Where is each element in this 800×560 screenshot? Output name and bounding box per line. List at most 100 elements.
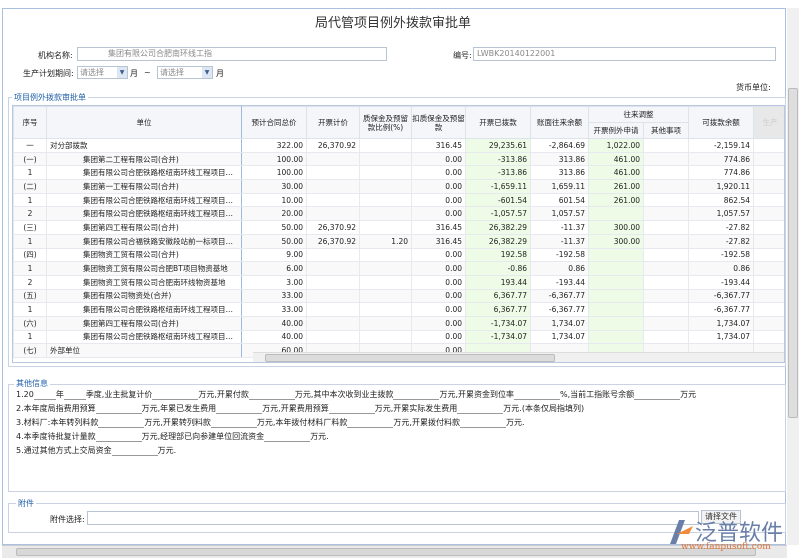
- table-row[interactable]: 2 集团物资工贸有限公司合肥南环线物资基地 3.00 0.00 193.44 -193.4…: [13, 274, 784, 290]
- table-row[interactable]: (三) 集团第四工程有限公司(合并) 50.00 26,370.92 316.45 26,…: [13, 220, 784, 235]
- cell-other: [643, 179, 689, 194]
- cell-prod: [753, 233, 784, 249]
- table-row[interactable]: (二) 集团第一工程有限公司(合并) 30.00 0.00 -1,659.11 1,659…: [13, 179, 784, 194]
- cell-ratio: [359, 192, 412, 208]
- table-row[interactable]: 1 集团有限公司合肥铁路枢纽南环线工程项目… 100.00 0.00 -313.86 31…: [13, 165, 784, 181]
- period-from-value: 请选择: [80, 68, 104, 77]
- cell-ratio: [359, 329, 412, 345]
- cell-seq: 2: [13, 206, 47, 222]
- cell-invoice: [306, 192, 360, 208]
- attach-input[interactable]: [87, 511, 699, 525]
- chevron-down-icon: ▼: [117, 67, 127, 78]
- cell-ratio: [359, 138, 412, 153]
- table-row[interactable]: 1 集团有限公司合肥铁路枢纽南环线工程项目… 40.00 0.00 -1,734.07 1…: [13, 329, 784, 345]
- table-row[interactable]: (四) 集团物资工贸有限公司(合并) 9.00 0.00 192.58 -192.58 -1…: [13, 247, 784, 263]
- cell-avail: -27.82: [688, 233, 754, 249]
- cell-avail: 1,920.11: [688, 179, 754, 194]
- cell-apply: [588, 206, 644, 222]
- cell-balance: 601.54: [530, 192, 589, 208]
- col-seq[interactable]: 序号: [13, 106, 47, 139]
- cell-ratio: [359, 206, 412, 222]
- attach-fieldset: [8, 503, 786, 533]
- cell-invoice: 26,370.92: [306, 220, 360, 235]
- fanpusoft-logo: 泛普软件 www.fanpusoft.com: [665, 511, 790, 556]
- page-horizontal-scrollbar[interactable]: [2, 545, 787, 558]
- choose-file-button[interactable]: 请择文件: [701, 510, 741, 524]
- cell-unit: 集团有限公司合肥铁路枢纽南环线工程项目…: [46, 206, 242, 222]
- cell-seq: 1: [13, 165, 47, 181]
- cell-paid: 26,382.29: [465, 220, 531, 235]
- col-invoice[interactable]: 开票计价: [306, 106, 360, 139]
- cell-unit: 集团有限公司合肥铁路枢纽南环线工程项目…: [46, 302, 242, 317]
- table-row[interactable]: 1 集团有限公司合福铁路安徽段站前一标项目… 50.00 26,370.92 1.20 3…: [13, 233, 784, 249]
- cell-ratio: [359, 220, 412, 235]
- col-paid[interactable]: 开票已拨款: [465, 106, 531, 139]
- cell-balance: -6,367.77: [530, 288, 589, 304]
- info-line-5: 5.通过其他方式上交局资金 万元.: [16, 446, 177, 456]
- col-apply[interactable]: 开票例外申请: [588, 122, 644, 139]
- col-other[interactable]: 其他事项: [643, 122, 689, 139]
- cell-apply: 300.00: [588, 233, 644, 249]
- cell-invoice: [306, 261, 360, 276]
- cell-other: [643, 302, 689, 317]
- cell-invoice: [306, 288, 360, 304]
- cell-prod: [753, 329, 784, 345]
- code-label: 编号:: [453, 51, 472, 60]
- table-row[interactable]: (六) 集团第四工程有限公司(合并) 40.00 0.00 -1,734.07 1,734…: [13, 315, 784, 331]
- cell-contract: 20.00: [241, 206, 307, 222]
- table-row[interactable]: 一对分部拨款 322.00 26,370.92 316.45 29,235.61 -2,8…: [13, 138, 784, 153]
- table-row[interactable]: 1 集团有限公司合肥铁路枢纽南环线工程项目… 10.00 0.00 -601.54 601…: [13, 192, 784, 208]
- table-row[interactable]: (五) 集团有限公司物资处(合并) 33.00 0.00 6,367.77 -6,367.…: [13, 288, 784, 304]
- cell-withhold: 0.00: [411, 329, 466, 345]
- table-row[interactable]: 2 集团有限公司合肥铁路枢纽南环线工程项目… 20.00 0.00 -1,057.57 1…: [13, 206, 784, 222]
- cell-avail: -6,367.77: [688, 302, 754, 317]
- cell-seq: (七): [13, 343, 47, 358]
- cell-prod: [753, 274, 784, 290]
- other-info-legend: 其他信息: [14, 378, 50, 389]
- cell-avail: 1,057.57: [688, 206, 754, 222]
- table-row[interactable]: 1 集团物资工贸有限公司合肥BT项目物资基地 6.00 0.00 -0.86 0.86 0.…: [13, 261, 784, 276]
- cell-unit: 集团物资工贸有限公司合肥BT项目物资基地: [46, 261, 242, 276]
- table-row[interactable]: (一) 集团第二工程有限公司(合并) 100.00 0.00 -313.86 313.86…: [13, 151, 784, 167]
- col-withhold[interactable]: 扣质保金及预留款: [411, 106, 466, 139]
- col-unit[interactable]: 单位: [46, 106, 242, 139]
- grid-horizontal-scrollbar[interactable]: [253, 352, 784, 362]
- cell-prod: [753, 302, 784, 317]
- cell-other: [643, 165, 689, 181]
- cell-ratio: [359, 288, 412, 304]
- col-contract[interactable]: 预计合同总价: [241, 106, 307, 139]
- scrollbar-thumb[interactable]: [16, 548, 756, 556]
- cell-balance: 1,734.07: [530, 315, 589, 331]
- col-balance[interactable]: 账面往来余额: [530, 106, 589, 139]
- period-from-select[interactable]: 请选择 ▼: [77, 66, 128, 79]
- col-avail[interactable]: 可拨款余额: [688, 106, 754, 139]
- period-to-value: 请选择: [160, 68, 184, 77]
- table-row[interactable]: (七) 外部单位 60.00 0.00: [13, 343, 784, 358]
- code-input[interactable]: LWBK20140122001: [473, 47, 776, 61]
- col-adjust[interactable]: 往来调整: [588, 106, 689, 123]
- cell-ratio: [359, 274, 412, 290]
- scrollbar-thumb[interactable]: [788, 88, 798, 418]
- col-ratio[interactable]: 质保金及预留款比例(%): [359, 106, 412, 139]
- cell-withhold: 0.00: [411, 261, 466, 276]
- scrollbar-thumb[interactable]: [265, 354, 555, 362]
- cell-paid: 29,235.61: [465, 138, 531, 153]
- cell-paid: 6,367.77: [465, 288, 531, 304]
- cell-other: [643, 206, 689, 222]
- attach-label: 附件选择:: [50, 515, 85, 524]
- cell-balance: -6,367.77: [530, 302, 589, 317]
- cell-unit: 对分部拨款: [46, 138, 242, 153]
- cell-avail: -192.58: [688, 247, 754, 263]
- col-prod[interactable]: 生产: [753, 106, 784, 139]
- period-to-select[interactable]: 请选择 ▼: [157, 66, 213, 79]
- cell-paid: 192.58: [465, 247, 531, 263]
- table-row[interactable]: 1 集团有限公司合肥铁路枢纽南环线工程项目… 33.00 0.00 6,367.77 -6…: [13, 302, 784, 317]
- cell-withhold: 0.00: [411, 288, 466, 304]
- cell-paid: -313.86: [465, 151, 531, 167]
- cell-withhold: 0.00: [411, 206, 466, 222]
- page-vertical-scrollbar[interactable]: [787, 8, 799, 545]
- cell-other: [643, 220, 689, 235]
- cell-avail: -193.44: [688, 274, 754, 290]
- cell-ratio: 1.20: [359, 233, 412, 249]
- org-input[interactable]: 集团有限公司合肥南环线工指: [77, 47, 387, 61]
